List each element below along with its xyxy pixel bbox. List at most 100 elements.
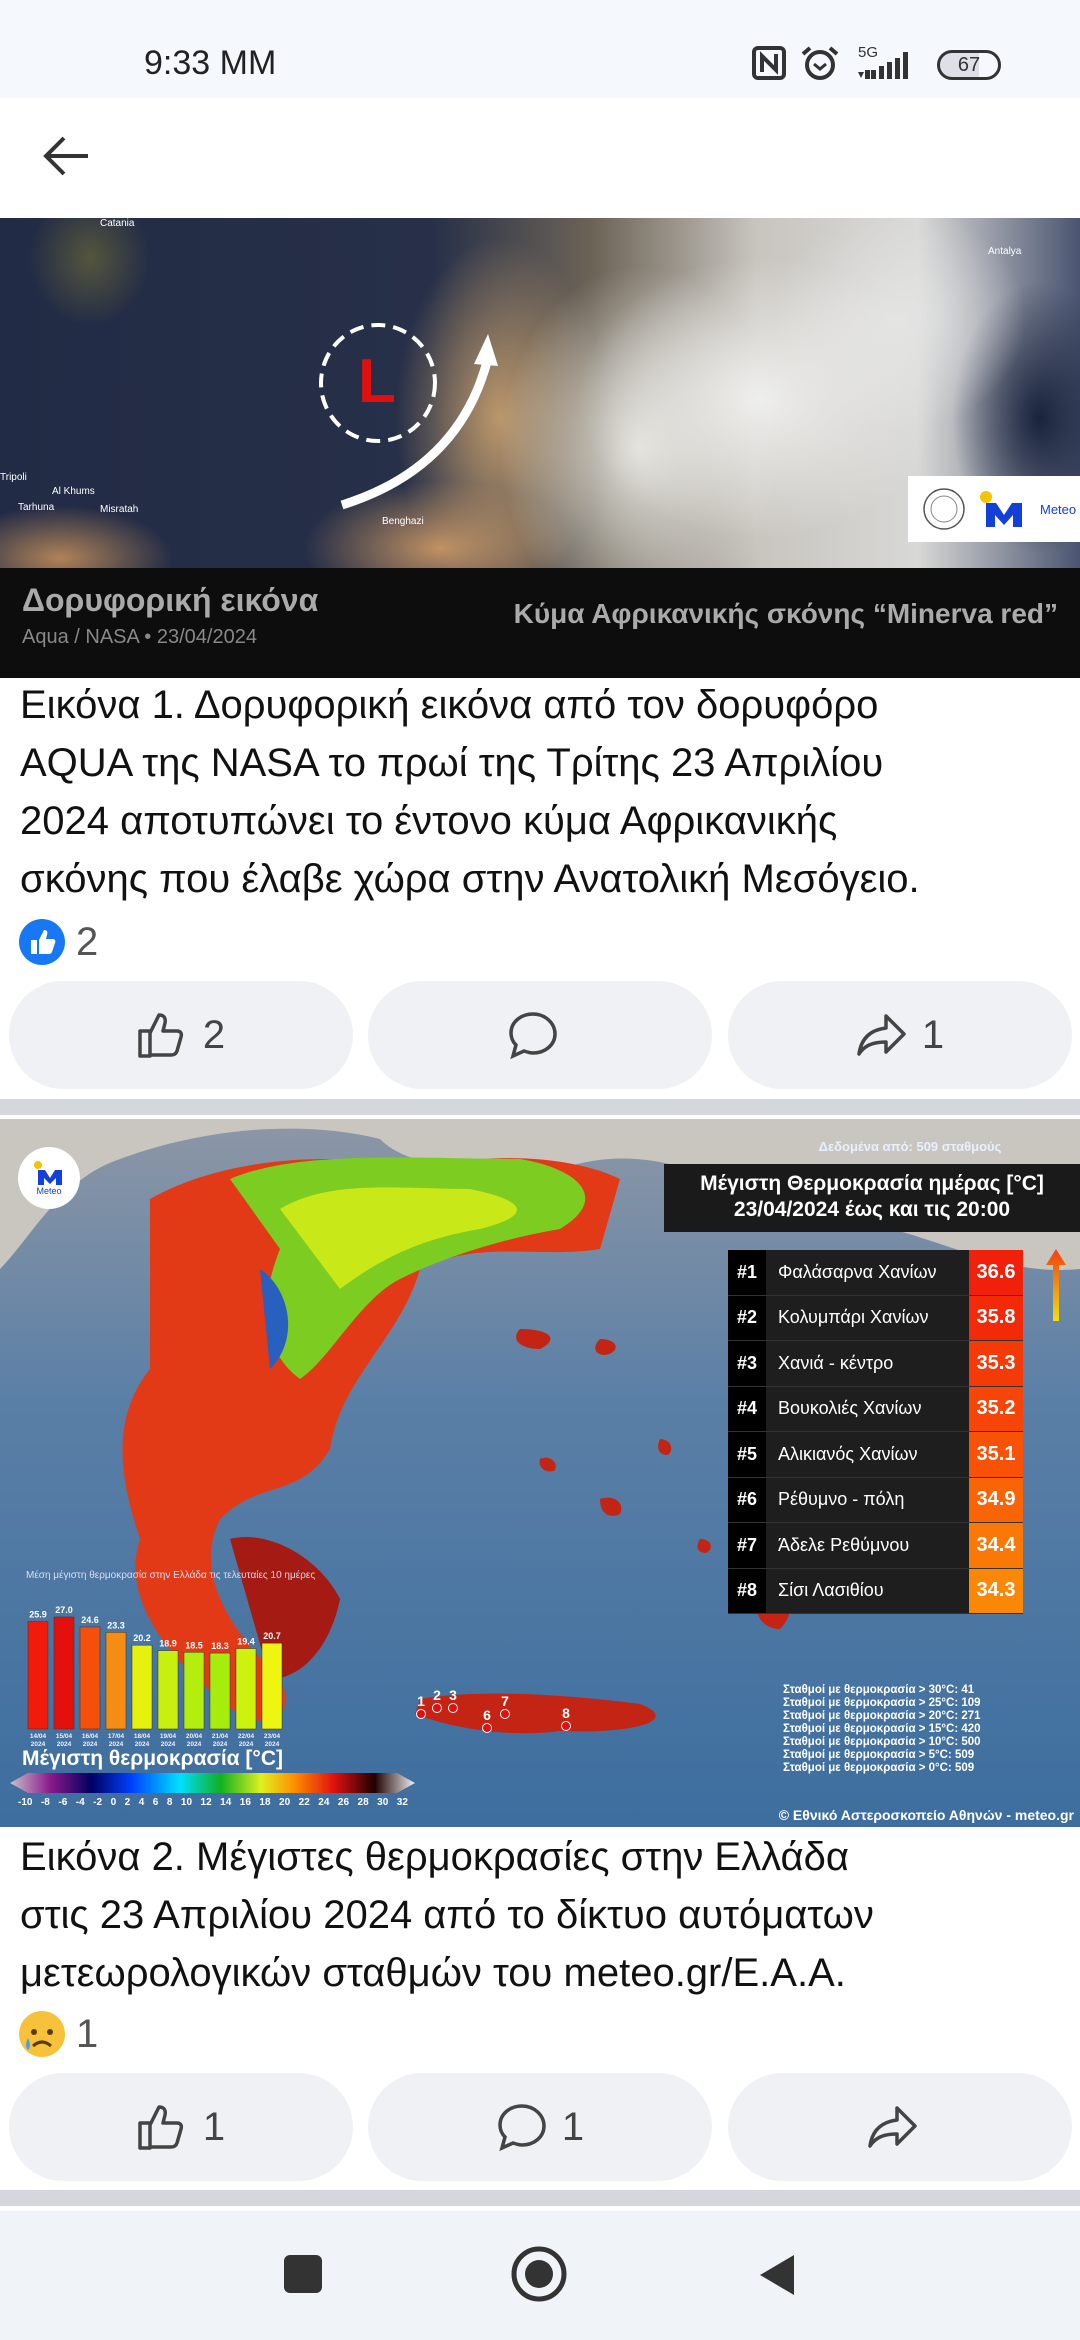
recents-square-icon[interactable] — [282, 2253, 324, 2295]
station-marker: 7 — [500, 1693, 510, 1719]
place-label: Tripoli — [0, 472, 27, 483]
station-name: Κολυμπάρι Χανίων — [766, 1295, 969, 1340]
ranking-row: #6 Ρέθυμνο - πόλη 34.9 — [728, 1477, 1023, 1523]
reaction-count: 2 — [76, 919, 99, 964]
caption-line: Εικόνα 2. Μέγιστες θερμοκρασίες στην Ελλ… — [20, 1835, 850, 1879]
bar-value-label: 20.2 — [133, 1633, 151, 1643]
share-count: 1 — [921, 1012, 945, 1057]
share-button[interactable]: 1 — [728, 981, 1072, 1089]
bar — [157, 1650, 179, 1730]
back-arrow-icon[interactable] — [40, 134, 92, 178]
bar-category-label: 20/04 — [186, 1733, 203, 1740]
marker-label: 3 — [449, 1687, 457, 1703]
like-button[interactable]: 1 — [9, 2073, 353, 2181]
post-caption: Εικόνα 1. Δορυφορική εικόνα από τον δορυ… — [20, 676, 1070, 908]
scale-tick: -6 — [58, 1797, 68, 1808]
marker-dot — [500, 1709, 510, 1719]
temperature-value: 35.1 — [969, 1432, 1023, 1477]
caption-line: σκόνης που έλαβε χώρα στην Ανατολική Μεσ… — [20, 857, 920, 901]
station-name: Χανιά - κέντρο — [766, 1341, 969, 1386]
nfc-icon — [752, 46, 786, 80]
rank: #1 — [728, 1250, 766, 1295]
observatory-seal-icon — [923, 488, 965, 530]
comment-button[interactable]: 1 — [368, 2073, 712, 2181]
place-label: Benghazi — [382, 516, 424, 527]
scale-tick: 18 — [259, 1797, 271, 1808]
reaction-summary[interactable]: 2 — [18, 918, 98, 966]
rank: #8 — [728, 1568, 766, 1613]
rank: #6 — [728, 1477, 766, 1522]
caption-line: μετεωρολογικών σταθμών του meteo.gr/Ε.Α.… — [20, 1951, 846, 1995]
status-bar: 9:33 MM 5G 67 — [0, 0, 1080, 98]
share-button[interactable] — [728, 2073, 1072, 2181]
scale-tick: 2 — [124, 1797, 131, 1808]
image-caption-band: Δορυφορική εικόνα Aqua / NASA • 23/04/20… — [0, 568, 1080, 678]
marker-dot — [432, 1703, 442, 1713]
scale-tick: 8 — [166, 1797, 173, 1808]
signal-icon — [858, 52, 908, 79]
ranking-row: #7 Άδελε Ρεθύμνου 34.4 — [728, 1523, 1023, 1569]
satellite-picture — [0, 218, 1080, 568]
bar-category-label: 2024 — [265, 1741, 280, 1748]
bar-category-label: 14/04 — [30, 1733, 47, 1740]
bar-value-label: 18.3 — [211, 1641, 229, 1651]
scale-tick: 28 — [357, 1797, 369, 1808]
scale-tick: 12 — [200, 1797, 212, 1808]
scale-tick: 6 — [152, 1797, 159, 1808]
comment-button[interactable] — [368, 981, 712, 1089]
bar-category-label: 2024 — [135, 1741, 150, 1748]
top-bar — [0, 98, 1080, 216]
station-stats: Σταθμοί με θερμοκρασία > 30°C: 41 Σταθμοί… — [783, 1684, 981, 1775]
bar-category-label: 19/04 — [160, 1733, 177, 1740]
ranking-row: #8 Σίσι Λασιθίου 34.3 — [728, 1568, 1023, 1614]
marker-dot — [561, 1721, 571, 1731]
status-time: 9:33 MM — [144, 44, 277, 82]
reaction-summary[interactable]: 1 — [18, 2010, 98, 2058]
rank: #4 — [728, 1386, 766, 1431]
station-name: Σίσι Λασιθίου — [766, 1568, 969, 1613]
image-headline: Κύμα Αφρικανικής σκόνης “Minerva red” — [513, 598, 1058, 629]
marker-label: 7 — [501, 1693, 509, 1709]
station-name: Άδελε Ρεθύμνου — [766, 1523, 969, 1568]
satellite-image[interactable]: L Catania Antalya Tripoli Al Khums Tarhu… — [0, 218, 1080, 678]
marker-label: 2 — [433, 1687, 441, 1703]
meteo-logo-icon — [980, 491, 1022, 527]
stations-note: Δεδομένα από: 509 σταθμούς — [818, 1139, 1002, 1154]
station-name: Αλικιανός Χανίων — [766, 1432, 969, 1477]
color-scale-bar — [10, 1773, 415, 1793]
post-divider — [0, 2190, 1080, 2206]
ranking-row: #2 Κολυμπάρι Χανίων 35.8 — [728, 1295, 1023, 1341]
back-triangle-icon[interactable] — [756, 2253, 796, 2297]
stat-line: Σταθμοί με θερμοκρασία > 10°C: 500 — [783, 1736, 981, 1748]
scale-tick: -2 — [93, 1797, 103, 1808]
stat-line: Σταθμοί με θερμοκρασία > 5°C: 509 — [783, 1749, 975, 1761]
station-name: Ρέθυμνο - πόλη — [766, 1477, 969, 1522]
bar — [235, 1648, 257, 1730]
meteo-logo-text: Meteo — [1040, 501, 1077, 517]
comment-count: 1 — [561, 2104, 585, 2149]
like-count: 2 — [202, 1012, 226, 1057]
thumbs-up-icon — [138, 2105, 183, 2150]
stat-line: Σταθμοί με θερμοκρασία > 30°C: 41 — [783, 1684, 975, 1696]
rank: #3 — [728, 1341, 766, 1386]
like-button[interactable]: 2 — [9, 981, 353, 1089]
station-marker: 6 — [482, 1707, 492, 1733]
sad-reaction-icon — [19, 2011, 65, 2057]
station-name: Βουκολιές Χανίων — [766, 1386, 969, 1431]
bar — [105, 1632, 127, 1730]
bar-value-label: 27.0 — [55, 1605, 73, 1615]
temperature-map-image[interactable]: Meteo Δεδομένα από: 509 σταθμούς Μέγιστη… — [0, 1119, 1080, 1827]
home-circle-icon[interactable] — [510, 2245, 568, 2303]
station-name: Φαλάσαρνα Χανίων — [766, 1250, 969, 1295]
caption-line: στις 23 Απριλίου 2024 από το δίκτυο αυτό… — [20, 1893, 874, 1937]
network-type: 5G — [858, 44, 879, 61]
trend-arrow-icon — [1046, 1249, 1066, 1321]
ranking-row: #4 Βουκολιές Χανίων 35.2 — [728, 1386, 1023, 1432]
legend-title: Μέγιστη θερμοκρασία [°C] — [22, 1747, 283, 1770]
comment-icon — [498, 2104, 546, 2152]
bar — [53, 1616, 75, 1730]
place-label: Misratah — [100, 504, 139, 515]
thumbs-up-icon — [138, 1013, 183, 1058]
scale-tick: 4 — [138, 1797, 145, 1808]
marker-dot — [416, 1709, 426, 1719]
